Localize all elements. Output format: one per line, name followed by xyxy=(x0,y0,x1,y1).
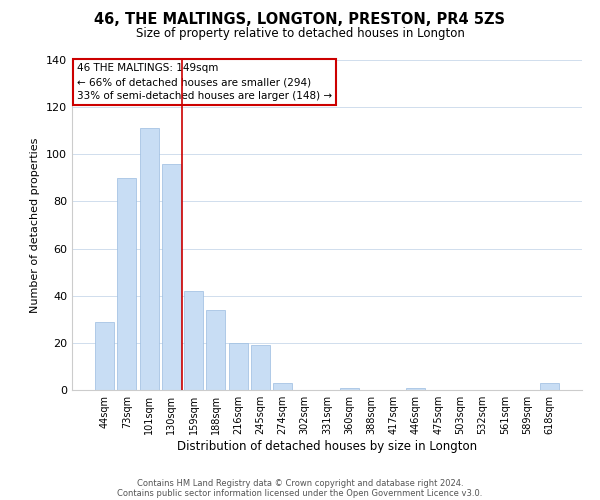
Bar xyxy=(184,291,203,390)
Bar xyxy=(229,343,248,390)
Bar xyxy=(162,164,181,390)
Text: Size of property relative to detached houses in Longton: Size of property relative to detached ho… xyxy=(136,28,464,40)
X-axis label: Distribution of detached houses by size in Longton: Distribution of detached houses by size … xyxy=(177,440,477,453)
Text: 46 THE MALTINGS: 149sqm
← 66% of detached houses are smaller (294)
33% of semi-d: 46 THE MALTINGS: 149sqm ← 66% of detache… xyxy=(77,64,332,102)
Bar xyxy=(340,388,359,390)
Bar xyxy=(540,383,559,390)
Y-axis label: Number of detached properties: Number of detached properties xyxy=(31,138,40,312)
Text: 46, THE MALTINGS, LONGTON, PRESTON, PR4 5ZS: 46, THE MALTINGS, LONGTON, PRESTON, PR4 … xyxy=(95,12,505,28)
Bar xyxy=(406,388,425,390)
Bar xyxy=(206,310,225,390)
Bar xyxy=(140,128,158,390)
Bar xyxy=(273,383,292,390)
Text: Contains public sector information licensed under the Open Government Licence v3: Contains public sector information licen… xyxy=(118,488,482,498)
Bar xyxy=(95,322,114,390)
Bar xyxy=(118,178,136,390)
Bar xyxy=(251,345,270,390)
Text: Contains HM Land Registry data © Crown copyright and database right 2024.: Contains HM Land Registry data © Crown c… xyxy=(137,478,463,488)
